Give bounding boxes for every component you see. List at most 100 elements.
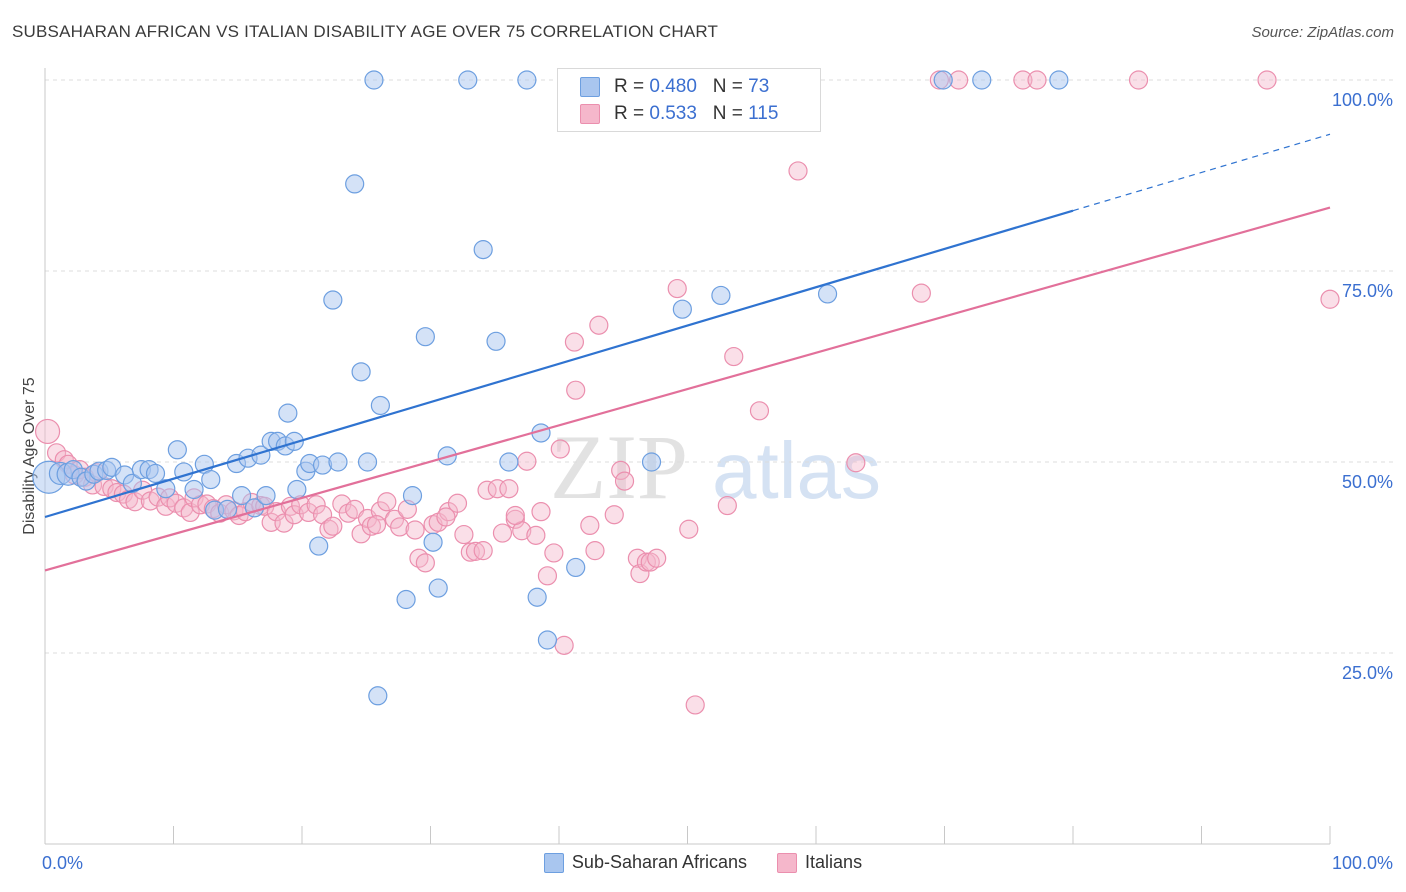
legend-item-sub-saharan[interactable]: Sub-Saharan Africans — [543, 852, 748, 873]
italians-point — [554, 635, 574, 655]
sub-saharan-point — [458, 70, 478, 90]
italians-point — [517, 451, 537, 471]
y-tick-label: 50.0% — [1342, 472, 1393, 492]
n-label: N = — [712, 103, 749, 124]
italians-point — [1027, 70, 1047, 90]
legend-item-italians[interactable]: Italians — [777, 852, 862, 873]
italians-point — [724, 346, 744, 367]
axes — [44, 68, 1331, 845]
italians-point — [505, 505, 525, 526]
sub-saharan-point — [499, 452, 519, 472]
n-value: 73 — [748, 76, 770, 97]
italians-point — [499, 479, 519, 499]
sub-saharan-trend-extension — [1072, 133, 1331, 212]
watermark: ZIP atlas — [550, 416, 881, 518]
sub-saharan-point — [184, 479, 204, 500]
italians-point — [550, 439, 570, 459]
y-tick-label: 100.0% — [1332, 90, 1393, 110]
italians-point — [1128, 70, 1149, 90]
italians-point — [405, 520, 425, 540]
watermark-atlas: atlas — [712, 426, 881, 515]
sub-saharan-point — [817, 284, 838, 304]
italians-point — [298, 502, 319, 523]
italians-point — [846, 453, 866, 473]
legend-label: Sub-Saharan Africans — [571, 852, 748, 872]
italians-point — [473, 541, 493, 561]
italians-point — [526, 525, 546, 545]
sub-saharan-point — [278, 403, 298, 423]
italians-point — [284, 505, 304, 525]
italians-point — [611, 460, 631, 481]
italians-point — [589, 315, 609, 335]
x-tick-label-min: 0.0% — [42, 853, 83, 873]
italians-point — [323, 516, 343, 536]
legend-row-italians: R = 0.533 N = 115 — [580, 102, 778, 126]
sub-saharan-point — [396, 589, 416, 610]
italians-point — [788, 161, 808, 181]
sub-saharan-point — [122, 473, 142, 493]
sub-saharan-point — [933, 70, 953, 90]
italians-point — [537, 566, 558, 586]
sub-saharan-point — [486, 331, 506, 351]
italians-point — [667, 278, 687, 299]
italians-point — [585, 541, 605, 561]
sub-saharan-point — [351, 362, 371, 382]
italians-point — [180, 502, 200, 523]
italians-point — [34, 418, 61, 445]
blue-swatch — [543, 852, 564, 873]
sub-saharan-point — [370, 395, 390, 416]
italians-point — [911, 283, 931, 303]
italians-point — [306, 495, 326, 515]
sub-saharan-point — [357, 452, 378, 472]
italians-point — [125, 492, 145, 512]
italians-point — [447, 493, 468, 513]
sub-saharan-point — [284, 431, 304, 451]
sub-saharan-point — [527, 587, 547, 607]
r-value: 0.533 — [649, 103, 697, 124]
sub-saharan-point — [473, 240, 493, 260]
y-tick-label: 25.0% — [1342, 663, 1393, 683]
italians-point — [436, 507, 456, 527]
correlation-legend: R = 0.480 N = 73 R = 0.533 N = 115 — [557, 68, 821, 132]
n-label: N = — [712, 76, 749, 97]
sub-saharan-point — [145, 463, 166, 484]
italians-point — [1320, 289, 1340, 309]
sub-saharan-point — [423, 532, 443, 552]
italians-point — [492, 523, 513, 543]
italians-trend-line — [44, 206, 1331, 572]
sub-saharan-point — [167, 440, 187, 460]
italians-point — [580, 515, 600, 536]
italians-point — [454, 524, 474, 545]
legend-label: Italians — [805, 852, 863, 872]
r-value: 0.480 — [649, 76, 697, 97]
sub-saharan-point — [364, 70, 384, 90]
italians-point — [377, 492, 397, 512]
x-tick-label-max: 100.0% — [1332, 853, 1393, 873]
italians-point — [647, 548, 667, 568]
sub-saharan-point — [328, 452, 348, 472]
sub-saharan-point — [287, 479, 307, 500]
sub-saharan-point — [972, 70, 992, 90]
sub-saharan-point — [711, 285, 731, 306]
italians-point — [717, 495, 737, 516]
sub-saharan-point — [312, 455, 333, 475]
sub-saharan-point — [323, 290, 343, 310]
sub-saharan-points — [32, 70, 1069, 706]
sub-saharan-point — [1049, 70, 1069, 90]
series-legend: Sub-Saharan Africans Italians — [0, 852, 1406, 873]
pink-swatch — [580, 104, 600, 124]
italians-point — [749, 401, 770, 421]
r-label: R = — [614, 103, 650, 124]
y-tick-label: 75.0% — [1342, 281, 1393, 301]
italians-point — [679, 519, 699, 539]
watermark-zip: ZIP — [550, 416, 688, 518]
grid — [45, 79, 1395, 654]
tick-labels: 25.0% 50.0% 75.0% 100.0% 0.0% 100.0% — [42, 90, 1393, 873]
italians-point — [604, 505, 624, 525]
italians-point — [566, 380, 586, 400]
source-label: Source: ZipAtlas.com — [1251, 24, 1394, 41]
italians-point — [46, 443, 67, 463]
legend-row-sub-saharan: R = 0.480 N = 73 — [580, 75, 770, 99]
sub-saharan-point — [672, 299, 692, 319]
